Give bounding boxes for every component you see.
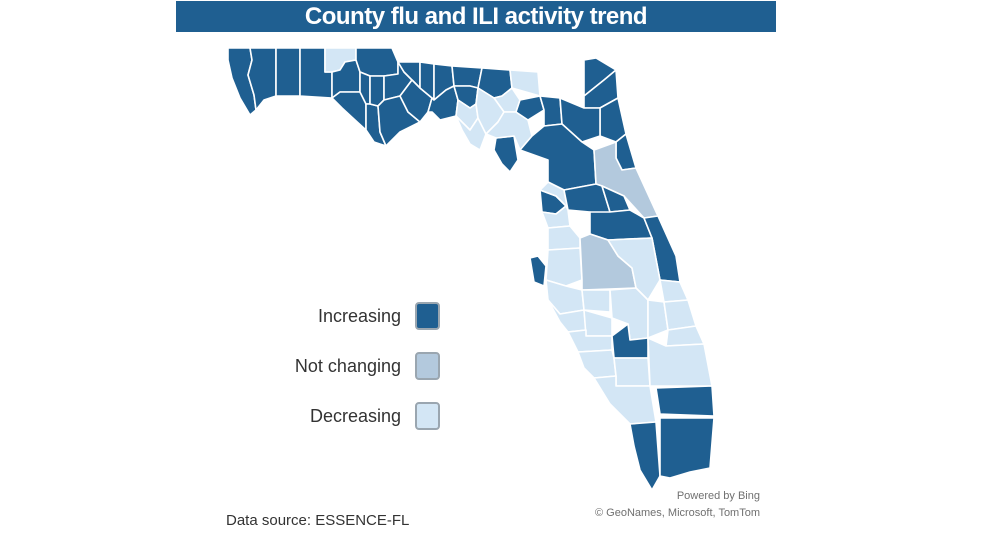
- county-broward[interactable]: [655, 385, 715, 417]
- county-indian-river[interactable]: [659, 279, 689, 303]
- county-desoto[interactable]: [583, 309, 613, 337]
- legend-item-not-changing: Not changing: [295, 350, 440, 382]
- map-title: County flu and ILI activity trend: [176, 1, 776, 32]
- county-manatee[interactable]: [545, 279, 585, 315]
- legend-item-decreasing: Decreasing: [310, 400, 440, 432]
- county-lee[interactable]: [577, 349, 617, 379]
- legend-swatch-not-changing: [415, 352, 440, 380]
- county-hillsborough[interactable]: [545, 247, 583, 287]
- county-hamilton[interactable]: [451, 65, 483, 89]
- county-pinellas[interactable]: [529, 255, 547, 287]
- county-taylor[interactable]: [427, 85, 459, 121]
- county-bay[interactable]: [331, 91, 367, 131]
- county-pasco[interactable]: [547, 225, 581, 251]
- legend-item-increasing: Increasing: [318, 300, 440, 332]
- county-martin[interactable]: [665, 325, 705, 347]
- county-jackson[interactable]: [355, 47, 399, 77]
- county-clay[interactable]: [539, 95, 563, 127]
- county-hendry[interactable]: [613, 357, 651, 387]
- county-hardee[interactable]: [581, 289, 611, 313]
- county-miami-dade[interactable]: [659, 417, 715, 479]
- map-copyright: © GeoNames, Microsoft, TomTom: [595, 507, 760, 519]
- legend-label: Increasing: [317, 305, 401, 326]
- legend-label: Decreasing: [309, 405, 401, 426]
- county-st-lucie[interactable]: [663, 299, 697, 331]
- county-levy[interactable]: [493, 135, 519, 173]
- county-okaloosa[interactable]: [275, 47, 301, 97]
- county-dixie[interactable]: [455, 115, 487, 151]
- legend-swatch-increasing: [415, 302, 440, 330]
- powered-by-bing: Powered by Bing: [676, 490, 760, 502]
- data-source: Data source: ESSENCE-FL: [226, 512, 410, 529]
- legend-swatch-decreasing: [415, 402, 440, 430]
- county-collier[interactable]: [593, 375, 657, 425]
- legend-label: Not changing: [294, 355, 401, 376]
- county-monroe[interactable]: [629, 421, 661, 491]
- county-palm-beach[interactable]: [647, 337, 713, 387]
